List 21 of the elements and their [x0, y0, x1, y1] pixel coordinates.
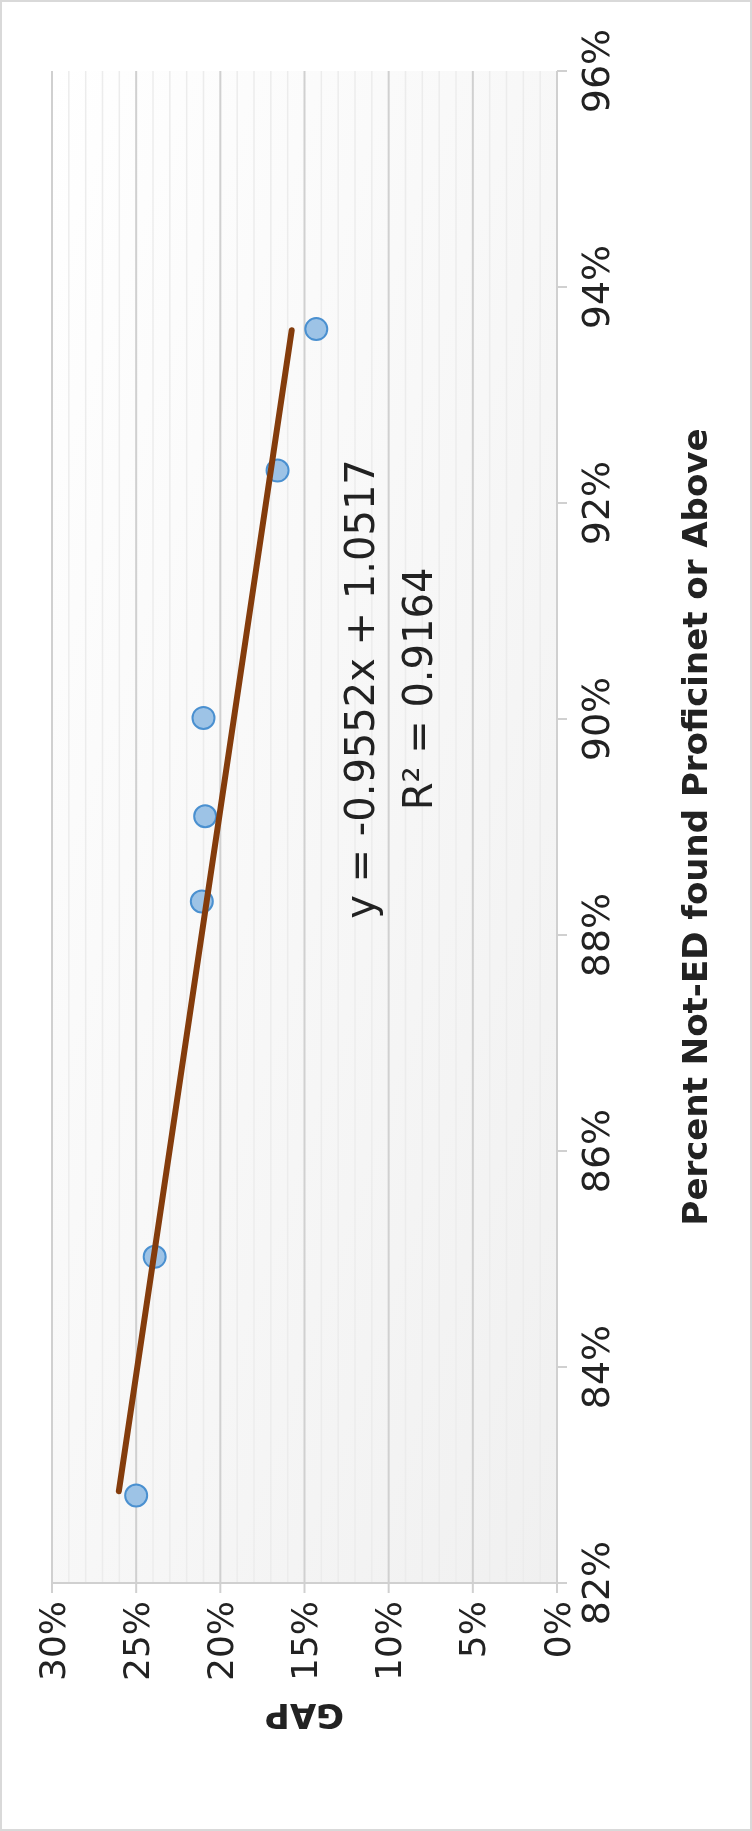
annotation: y = -0.9552x + 1.0517	[337, 459, 383, 919]
x-tick-label: 15%	[284, 1601, 326, 1682]
x-tick-label: 5%	[452, 1601, 494, 1659]
annotation: R² = 0.9164	[395, 567, 441, 811]
y-tick-label: 84%	[574, 1324, 618, 1410]
point	[304, 317, 329, 342]
y-tick-label: 96%	[574, 28, 618, 114]
y-tick-label: 94%	[574, 244, 618, 330]
point	[124, 1483, 149, 1508]
x-tick-label: 30%	[31, 1601, 73, 1682]
y-tick-label: 86%	[574, 1108, 618, 1194]
y-tick-label: 90%	[574, 676, 618, 762]
x-tick-label: 25%	[115, 1601, 157, 1682]
point	[193, 804, 218, 829]
y-tick-label: 92%	[574, 460, 618, 546]
y-tick-label: 88%	[574, 892, 618, 978]
y-axis-title: Percent Not-ED found Proficinet or Above	[675, 428, 715, 1226]
x-tick-label: 10%	[368, 1601, 410, 1682]
point	[191, 705, 216, 730]
x-axis-title: GAP	[264, 1696, 345, 1737]
x-tick-label: 20%	[199, 1601, 241, 1682]
